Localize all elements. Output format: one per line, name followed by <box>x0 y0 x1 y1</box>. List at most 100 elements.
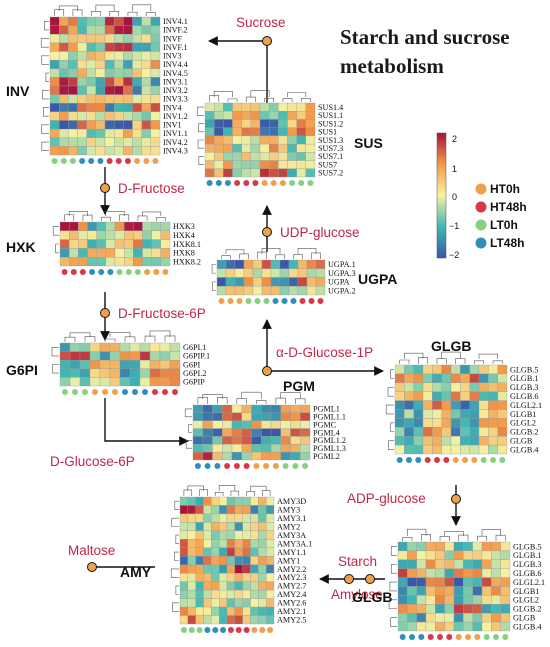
heatmap-cell <box>279 268 290 278</box>
heatmap-cell <box>270 277 281 287</box>
heatmap-cell <box>231 404 242 414</box>
sample-dot <box>254 298 261 304</box>
heatmap-cell <box>422 373 433 383</box>
heatmap-cell <box>472 568 483 578</box>
heatmap-cell <box>68 230 79 240</box>
heatmap-cell <box>68 16 78 26</box>
heatmap-cell <box>218 539 228 548</box>
heatmap-cell <box>86 77 97 87</box>
heatmap-cell <box>211 496 220 506</box>
heatmap-cell <box>463 577 473 587</box>
heatmap-cell <box>69 368 81 378</box>
sample-dot <box>298 180 305 186</box>
heatmap-cell <box>497 444 508 455</box>
sample-dot <box>224 463 231 469</box>
sample-dot <box>61 269 68 275</box>
heatmap-cell <box>435 604 445 614</box>
heatmap-cell <box>397 568 408 578</box>
heatmap-cell <box>129 377 141 387</box>
heatmap-cell <box>160 248 171 258</box>
heatmap-cell <box>259 127 270 137</box>
heatmap-cell <box>142 257 152 267</box>
udp-glucose-label: UDP-glucose <box>280 225 360 240</box>
sample-dot <box>224 180 231 186</box>
heatmap-cell <box>179 530 189 540</box>
sample-dot <box>270 180 277 186</box>
sample-dot <box>424 457 431 463</box>
heatmap-cell <box>261 286 272 296</box>
sample-dot <box>272 298 279 304</box>
heatmap-cell <box>195 581 204 591</box>
heatmap-cell <box>226 606 236 616</box>
heatmap-cell <box>478 444 489 455</box>
heatmap-cell <box>86 128 97 138</box>
heatmap-cell <box>87 248 97 258</box>
heatmap-cell <box>497 436 508 446</box>
heatmap-cell <box>68 59 78 69</box>
heatmap-cell <box>149 342 161 352</box>
heatmap-cell <box>242 581 251 591</box>
gene-label: GLGL2.1 <box>510 401 542 410</box>
heatmap-cell <box>141 51 152 61</box>
heatmap-cell <box>234 539 243 548</box>
heatmap-cell <box>123 230 134 240</box>
heatmap-cell <box>478 364 489 375</box>
sample-dot <box>292 463 299 469</box>
heatmap-cell <box>179 505 189 515</box>
heatmap-cell <box>460 364 470 375</box>
heatmap-cell <box>123 34 133 44</box>
heatmap-cell <box>265 581 275 591</box>
sample-dot <box>122 389 128 395</box>
heatmap-cell <box>300 444 311 453</box>
heatmap-cell <box>114 239 125 249</box>
heatmap-cell <box>441 382 452 392</box>
heatmap-cell <box>179 513 189 523</box>
gene-label: PGML1.1 <box>313 413 346 422</box>
heatmap-cell <box>141 16 152 26</box>
heatmap-cell <box>441 436 452 446</box>
legend-label-lt48h: LT48h <box>490 236 524 250</box>
heatmap-cell <box>422 391 433 401</box>
heatmap-cell <box>232 143 242 153</box>
row-dendrogram <box>388 546 397 627</box>
heatmap-cell <box>287 119 297 128</box>
heatmap-cell <box>211 589 220 599</box>
sample-dot <box>236 298 243 304</box>
heatmap-cell <box>251 412 262 421</box>
colorbar-tick: 0 <box>452 192 457 202</box>
heatmap-cell <box>258 606 267 616</box>
heatmap-cell <box>481 613 492 623</box>
heatmap-cell <box>132 120 142 130</box>
heatmap-cell <box>450 382 461 392</box>
gene-label: AMY2.3 <box>277 573 306 582</box>
heatmap-cell <box>160 239 171 249</box>
sample-dot <box>243 627 250 633</box>
legend-label-lt0h: LT0h <box>490 218 518 232</box>
sample-dot <box>483 634 490 640</box>
heatmap-cell <box>416 604 427 614</box>
heatmap-cell <box>432 444 442 455</box>
heatmap-cell <box>435 568 445 578</box>
heatmap-cell <box>270 428 281 437</box>
sample-dot <box>89 269 96 275</box>
heatmap-cell <box>179 606 189 616</box>
heatmap-cell <box>469 427 480 437</box>
sample-dot <box>289 180 296 186</box>
heatmap-cell <box>113 94 124 104</box>
heatmap-cell <box>142 239 152 249</box>
heatmap-cell <box>234 564 243 574</box>
heatmap-cell <box>463 595 473 605</box>
heatmap-cell <box>218 573 228 582</box>
heatmap-cell <box>211 522 220 532</box>
heatmap-cell <box>123 128 133 138</box>
heatmap-cell <box>222 451 233 461</box>
heatmap-cell <box>49 51 60 61</box>
heatmap-cell <box>250 589 259 599</box>
heatmap-cell <box>79 342 91 352</box>
amylose-label: Amylose <box>331 587 383 602</box>
heatmap-cell <box>290 420 301 429</box>
heatmap-cell <box>119 368 131 378</box>
heatmap-cell <box>491 541 501 552</box>
heatmap-cell <box>315 277 326 287</box>
